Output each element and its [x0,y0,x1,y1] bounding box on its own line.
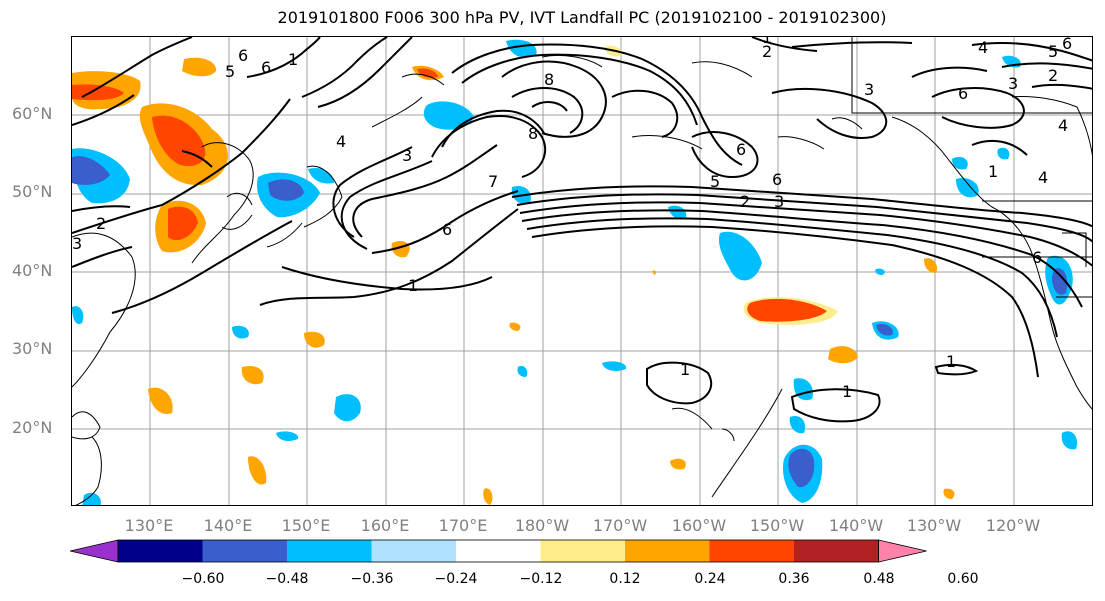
colorbar-tick: −0.60 [181,571,225,587]
graticule [72,37,1092,505]
lon-label: 150°W [749,516,805,535]
lat-label: 40°N [12,261,53,280]
coastlines [72,37,1092,505]
contour-label: 2 [762,42,772,61]
colorbar-segment [202,540,287,562]
lon-label: 130°W [906,516,962,535]
colorbar-tick: 0.60 [947,571,979,587]
contour-label: 6 [238,46,248,65]
lat-label: 60°N [12,104,53,123]
contour-label: 5 [225,62,235,81]
colorbar-tick: −0.24 [434,571,478,587]
colorbar-segment [118,540,203,562]
colorbar-segment [456,540,541,562]
lon-label: 140°E [203,516,253,535]
contour-label: 8 [528,124,538,143]
lon-label: 160°E [360,516,410,535]
colorbar-tick: −0.12 [519,571,563,587]
contour-label: 1 [988,162,998,181]
contour-label: 6 [442,220,452,239]
colorbar [70,539,927,563]
contour-label: 4 [336,132,346,151]
contours [72,37,1092,423]
lon-label: 120°W [985,516,1041,535]
contour-label: 3 [774,192,784,211]
lon-label: 130°E [124,516,174,535]
contour-label: 6 [772,170,782,189]
colorbar-tick: −0.36 [350,571,394,587]
lat-label: 30°N [12,339,53,358]
colorbar-tick: 0.12 [609,571,641,587]
lon-label: 140°W [828,516,884,535]
contour-label: 8 [544,70,554,89]
contour-label: 4 [1058,116,1068,135]
lon-label: 150°E [281,516,331,535]
pv-positive-shading [72,45,955,505]
colorbar-segment [794,540,879,562]
contour-label: 4 [1038,168,1048,187]
colorbar-segment [371,540,456,562]
contour-label: 1 [680,360,690,379]
colorbar-tick: −0.48 [265,571,309,587]
colorbar-segment [540,540,625,562]
contour-label: 1 [842,382,852,401]
contour-label: 2 [96,214,106,233]
contour-label: 4 [978,38,988,57]
lon-label: 160°W [671,516,727,535]
contour-label: 1 [762,37,772,47]
contour-labels: 6 6 5 1 1 2 3 8 4 3 7 8 6 5 6 2 3 6 2 1 … [72,37,1072,401]
contour-label: 5 [710,172,720,191]
lon-label: 180°W [514,516,570,535]
colorbar-tick: 0.48 [863,571,895,587]
colorbar-tick: 0.36 [778,571,810,587]
contour-label: 3 [402,146,412,165]
colorbar-extend-high [878,539,927,563]
map-title: 2019101800 F006 300 hPa PV, IVT Landfall… [277,8,887,27]
contour-label: 3 [864,80,874,99]
contour-label: 6 [1032,248,1042,267]
lon-label: 170°W [592,516,648,535]
colorbar-segment [287,540,372,562]
colorbar-extend-low [70,539,119,563]
colorbar-outline [117,539,879,563]
contour-label: 6 [736,140,746,159]
contour-label: 6 [1062,37,1072,53]
colorbar-segment [709,540,794,562]
contour-label: 6 [261,58,271,77]
contour-label: 6 [958,84,968,103]
contour-label: 3 [1008,74,1018,93]
contour-label: 2 [740,192,750,211]
colorbar-segments [70,539,927,563]
contour-label: 2 [1048,66,1058,85]
lat-label: 50°N [12,182,53,201]
pv-negative-shading [72,39,1078,505]
map-svg: 6 6 5 1 1 2 3 8 4 3 7 8 6 5 6 2 3 6 2 1 … [72,37,1092,505]
colorbar-segment [625,540,710,562]
lat-label: 20°N [12,418,53,437]
contour-label: 3 [72,234,82,253]
colorbar-tick: 0.24 [694,571,726,587]
contour-label: 1 [408,276,418,295]
contour-label: 1 [288,50,298,69]
contour-label: 7 [488,172,498,191]
contour-label: 1 [946,352,956,371]
contour-label: 5 [1048,42,1058,61]
map-panel: 6 6 5 1 1 2 3 8 4 3 7 8 6 5 6 2 3 6 2 1 … [71,36,1093,506]
lon-label: 170°E [438,516,488,535]
